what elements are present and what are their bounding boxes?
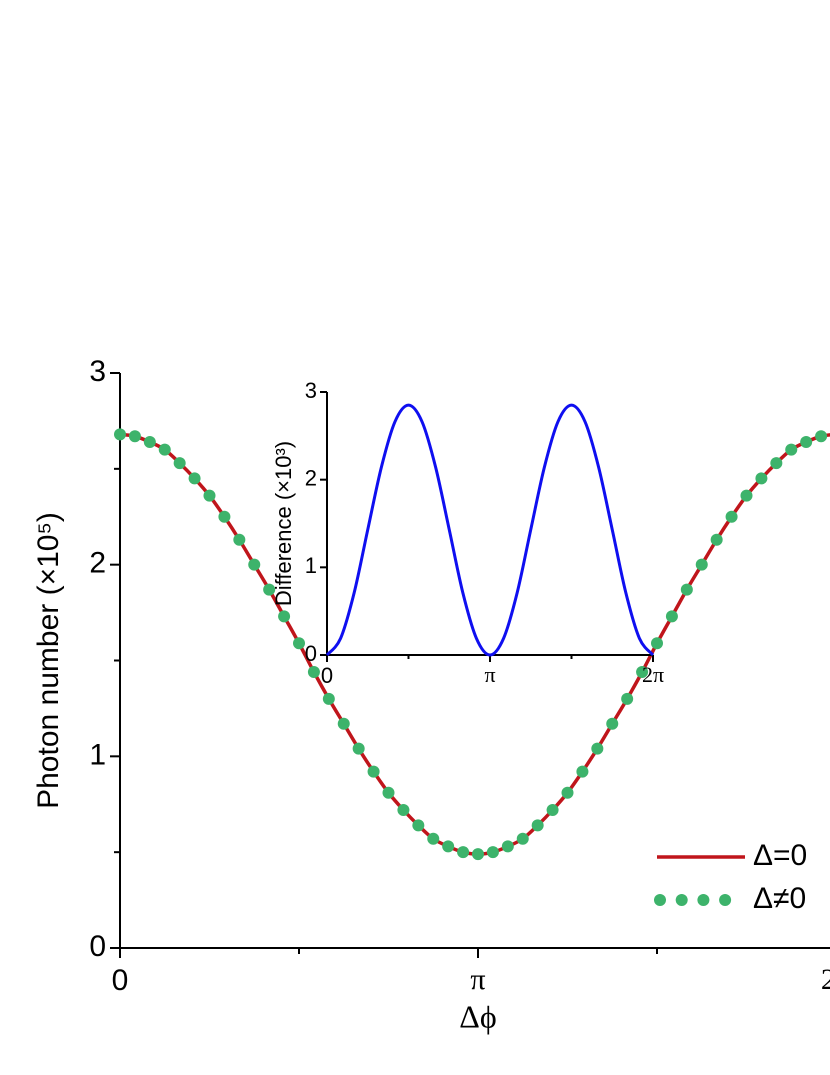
y-axis-label: Photon number (×10⁵)	[32, 512, 65, 809]
series-dot	[322, 692, 335, 705]
series-dot	[307, 666, 320, 678]
y-tick-label: 3	[305, 378, 317, 403]
series-dot	[636, 666, 649, 678]
x-tick-label: 0	[321, 663, 333, 688]
series-dot	[516, 832, 529, 845]
series-dot	[158, 443, 171, 456]
series-dot	[740, 489, 753, 502]
series-dot	[367, 765, 380, 778]
series-dot	[248, 558, 261, 571]
series-dot	[293, 637, 305, 650]
series-dot	[561, 786, 574, 799]
series-dot	[173, 457, 186, 470]
series-dot	[337, 717, 350, 730]
series-dot	[218, 510, 231, 523]
legend-dot	[654, 894, 666, 906]
series-dot	[651, 637, 663, 650]
y-tick-label: 2	[89, 547, 106, 580]
series-dot	[114, 428, 126, 441]
series-dot	[800, 436, 813, 448]
series-dot	[695, 558, 708, 571]
series-dot	[278, 610, 291, 623]
series-dot	[710, 533, 723, 546]
series-dot	[397, 804, 410, 816]
legend-dot	[675, 894, 688, 906]
legend-dot	[719, 894, 732, 906]
series-dot	[501, 840, 514, 853]
series-dot	[352, 742, 365, 755]
series-dot	[143, 436, 156, 448]
series-dot	[188, 472, 201, 485]
series-dot	[203, 489, 216, 502]
series-dot	[665, 610, 678, 623]
series-dot	[621, 692, 634, 705]
series-dot	[128, 430, 141, 443]
series-dot	[680, 583, 693, 596]
x-tick-label: 0	[112, 964, 129, 997]
y-tick-label: 1	[89, 738, 106, 771]
x-tick-label: 2π	[821, 963, 830, 996]
series-dot	[263, 583, 276, 596]
series-dot	[606, 717, 619, 730]
series-dot	[442, 840, 455, 853]
legend-dot	[697, 894, 710, 906]
series-dot	[233, 533, 246, 546]
series-dot	[815, 430, 828, 443]
series-dot	[382, 786, 395, 799]
x-axis-label: Δϕ	[459, 998, 496, 1034]
x-tick-label: 2π	[642, 662, 664, 687]
series-dot	[591, 742, 604, 755]
series-dot	[427, 832, 440, 845]
series-dot	[785, 443, 798, 456]
legend-label: Δ≠0	[753, 882, 806, 915]
series-dot	[486, 846, 499, 859]
series-dot	[457, 846, 470, 859]
y-tick-label: 0	[89, 930, 106, 963]
series-dot	[546, 804, 559, 816]
series-line	[325, 403, 655, 657]
x-tick-label: π	[470, 963, 485, 996]
series-dot	[755, 472, 768, 485]
series-dot	[531, 819, 544, 832]
x-tick-label: π	[484, 662, 495, 687]
y-axis-label: Difference (×10³)	[271, 441, 296, 606]
series-dot	[412, 819, 425, 832]
y-tick-label: 1	[305, 553, 317, 578]
series-line	[119, 432, 830, 856]
series-dot	[725, 510, 738, 523]
series-dot	[576, 765, 589, 778]
series-dot	[770, 457, 783, 470]
y-tick-label: 2	[305, 465, 317, 490]
series-dot	[472, 848, 484, 861]
legend-label: Δ=0	[753, 839, 807, 872]
y-tick-label: 3	[89, 355, 106, 388]
y-tick-label: 0	[305, 641, 317, 666]
